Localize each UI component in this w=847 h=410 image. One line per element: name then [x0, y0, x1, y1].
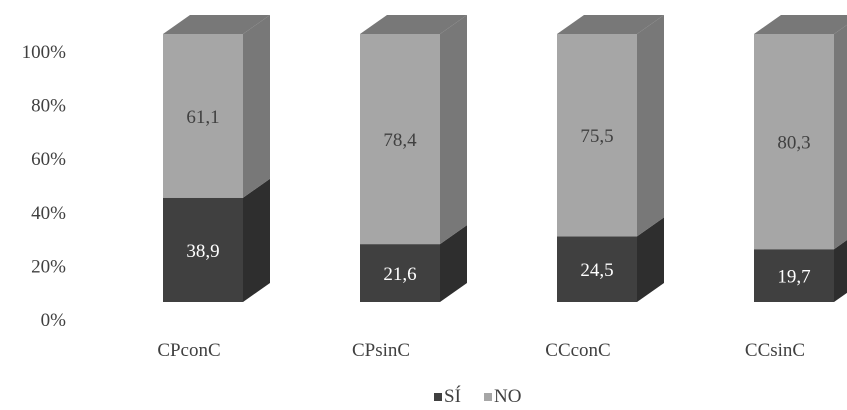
x-axis: CPconC CPsinC CCconC CCsinC — [157, 340, 805, 361]
bar-side-face — [834, 24, 847, 250]
bar-front-face — [754, 249, 834, 302]
bar-front-face — [557, 236, 637, 302]
bar-top-face — [360, 15, 467, 34]
bar-side-face — [440, 15, 467, 245]
x-tick-label: CPsinC — [352, 340, 410, 361]
bar-side-face — [637, 217, 664, 302]
y-tick-label: 60% — [31, 149, 66, 170]
bar-side-face — [637, 15, 664, 237]
legend-swatch — [484, 393, 492, 401]
data-label: 80,3 — [777, 133, 810, 154]
bar-front-face — [754, 34, 834, 250]
y-tick-label: 20% — [31, 256, 66, 277]
x-tick-label: CCconC — [545, 340, 610, 361]
bars: 38,9 61,1 21,6 78,4 24,5 75,5 19,7 80,3 — [163, 15, 847, 302]
data-label: 24,5 — [580, 260, 613, 281]
bar-CCconC: 24,5 75,5 — [557, 15, 664, 302]
y-tick-label: 100% — [22, 42, 67, 63]
bar-top-face — [163, 15, 270, 34]
y-tick-label: 0% — [41, 310, 67, 331]
bar-side-face — [834, 240, 847, 302]
bar-segment-NO: 78,4 — [360, 15, 467, 245]
data-label: 19,7 — [777, 267, 810, 288]
y-tick-label: 80% — [31, 96, 66, 117]
data-label: 21,6 — [383, 264, 416, 285]
bar-front-face — [557, 34, 637, 237]
bar-top-face — [754, 15, 847, 34]
y-axis: 0% 20% 40% 60% 80% 100% — [22, 42, 67, 331]
bar-segment-SÍ: 19,7 — [754, 240, 847, 302]
bar-front-face — [163, 197, 243, 302]
data-label: 75,5 — [580, 126, 613, 147]
legend-label: NO — [494, 386, 521, 407]
bar-side-face — [243, 15, 270, 198]
legend: SÍ NO — [434, 385, 521, 407]
bar-side-face — [243, 178, 270, 302]
bar-segment-SÍ: 38,9 — [163, 178, 270, 302]
bar-segment-SÍ: 21,6 — [360, 225, 467, 302]
bar-front-face — [360, 244, 440, 302]
y-tick-label: 40% — [31, 203, 66, 224]
bar-segment-NO: 75,5 — [557, 15, 664, 237]
legend-swatch — [434, 393, 442, 401]
x-tick-label: CPconC — [157, 340, 220, 361]
data-label: 38,9 — [186, 241, 219, 262]
bar-segment-NO: 61,1 — [163, 15, 270, 198]
bar-side-face — [440, 225, 467, 302]
legend-label: SÍ — [444, 385, 461, 407]
bar-segment-NO: 80,3 — [754, 15, 847, 250]
data-label: 61,1 — [186, 107, 219, 128]
x-tick-label: CCsinC — [745, 340, 805, 361]
data-label: 78,4 — [383, 130, 417, 151]
bar-CPconC: 38,9 61,1 — [163, 15, 270, 302]
bar-CPsinC: 21,6 78,4 — [360, 15, 467, 302]
legend-item: SÍ — [434, 385, 461, 407]
legend-item: NO — [484, 386, 521, 407]
bar-CCsinC: 19,7 80,3 — [754, 15, 847, 302]
bar-segment-SÍ: 24,5 — [557, 217, 664, 302]
bar-top-face — [557, 15, 664, 34]
bar-front-face — [163, 34, 243, 198]
bar-front-face — [360, 34, 440, 245]
